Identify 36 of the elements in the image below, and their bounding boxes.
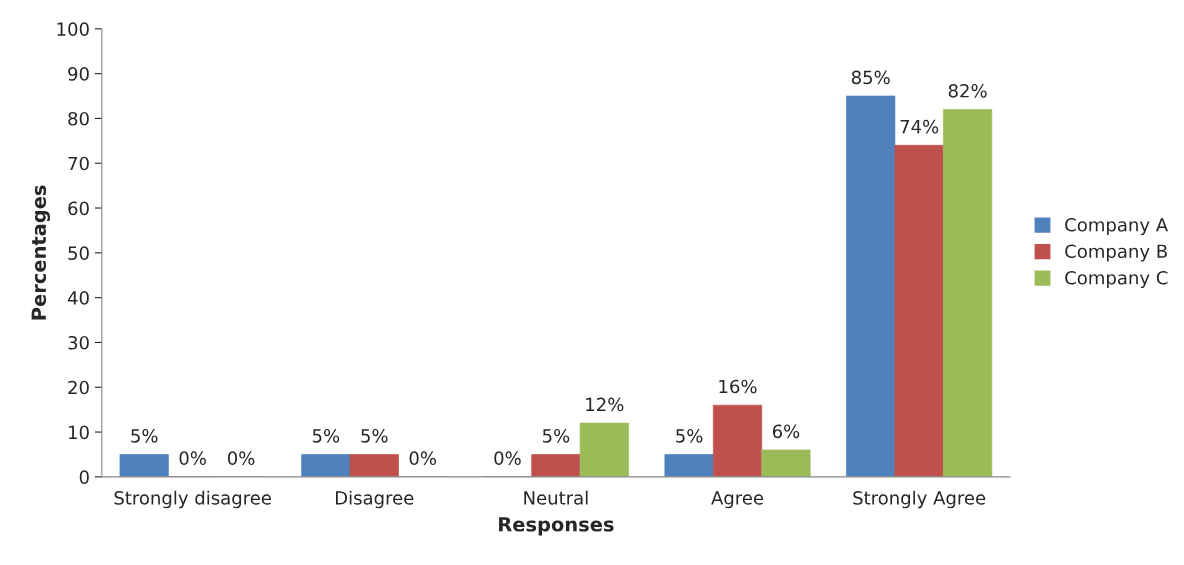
y-tick-label: 70: [68, 156, 89, 171]
y-tick-label: 0: [79, 470, 89, 484]
data-label: 85%: [851, 70, 890, 85]
y-axis-title: Percentages: [31, 185, 50, 320]
data-label: 6%: [772, 424, 800, 439]
y-tick-label: 20: [68, 380, 89, 395]
y-tick-label: 100: [57, 22, 89, 36]
y-tick-label: 10: [69, 425, 89, 440]
data-label: 0%: [179, 451, 206, 466]
data-label: 5%: [131, 428, 158, 443]
data-label: 0%: [494, 451, 521, 466]
y-tick-label: 30: [68, 335, 89, 350]
data-label: 0%: [409, 451, 437, 466]
data-label: 5%: [542, 428, 570, 443]
legend-label: Company B: [1065, 244, 1167, 262]
data-label: 5%: [312, 428, 340, 443]
legend-label: Company C: [1065, 270, 1168, 289]
y-tick-label: 90: [68, 67, 89, 81]
x-axis-title: Responses: [499, 517, 614, 536]
y-tick-label: 40: [67, 291, 89, 305]
data-label: 16%: [719, 379, 757, 394]
data-label: 74%: [900, 119, 939, 134]
y-tick-label: 60: [68, 201, 89, 216]
y-tick-label: 80: [68, 111, 89, 126]
data-label: 12%: [586, 397, 624, 412]
data-label: 0%: [227, 451, 255, 466]
y-tick-label: 50: [68, 246, 89, 260]
data-label: 5%: [676, 428, 703, 443]
x-tick-label: Neutral: [524, 490, 588, 505]
data-label: 82%: [948, 83, 987, 98]
x-tick-label: Strongly Agree: [853, 490, 986, 509]
legend-label: Company A: [1065, 217, 1169, 236]
x-tick-label: Disagree: [335, 490, 414, 509]
x-tick-label: Strongly disagree: [114, 490, 271, 509]
data-label: 5%: [361, 428, 388, 443]
x-tick-label: Agree: [711, 491, 764, 509]
